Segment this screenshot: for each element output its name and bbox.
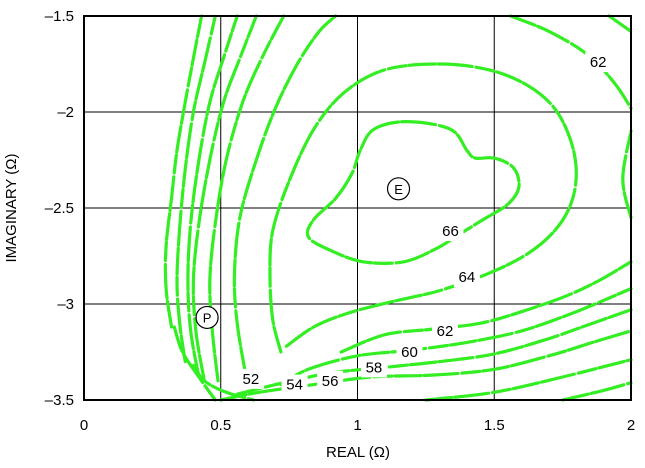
x-tick-label: 1 xyxy=(353,417,361,434)
contour-label: 56 xyxy=(322,373,339,390)
y-tick-label: –1.5 xyxy=(45,8,74,25)
contour-line xyxy=(279,287,633,387)
contour-label-mask xyxy=(585,52,612,73)
contour-label: 58 xyxy=(366,359,383,376)
y-tick-label: –2 xyxy=(57,104,74,121)
contour-label: 52 xyxy=(242,371,259,388)
contour-label-mask xyxy=(432,320,459,341)
contour-label: 62 xyxy=(437,323,454,340)
y-axis-label: IMAGINARY (Ω) xyxy=(3,153,20,262)
contour-line xyxy=(219,329,633,402)
marker-circle xyxy=(195,305,219,330)
x-tick-label: 0 xyxy=(80,417,88,434)
contour-label: 62 xyxy=(590,54,607,71)
y-tick-label: –2.5 xyxy=(45,200,74,217)
y-tick-label: –3 xyxy=(57,296,74,313)
contour-line xyxy=(339,260,633,354)
y-tick-label: –3.5 xyxy=(45,392,74,409)
y-tick-labels: –1.5 –2 –2.5 –3 –3.5 xyxy=(45,8,74,409)
contour-line xyxy=(172,325,217,402)
x-tick-label: 0.5 xyxy=(210,417,231,434)
contour-line xyxy=(191,14,258,383)
marker-circle xyxy=(386,177,411,201)
contour-line xyxy=(186,14,239,379)
contour-label-mask xyxy=(317,370,344,391)
contour-line xyxy=(163,14,204,329)
contour-label-mask xyxy=(396,342,423,362)
contour-label: 64 xyxy=(459,269,476,286)
contour-label-mask xyxy=(237,368,264,389)
contour-line xyxy=(621,129,633,220)
contour-label: 66 xyxy=(442,223,459,240)
contour-label-mask xyxy=(360,357,387,378)
x-tick-label: 1.5 xyxy=(484,417,505,434)
x-tick-labels: 0 0.5 1 1.5 2 xyxy=(80,417,635,434)
marker-label: P xyxy=(203,310,212,325)
point-markers: EP xyxy=(195,177,411,330)
plot-frame xyxy=(83,15,632,401)
marker-label: E xyxy=(394,182,403,197)
contour-label-mask xyxy=(453,267,480,288)
contour-label: 60 xyxy=(401,344,418,361)
contour-label-mask xyxy=(437,221,464,242)
contour-label-mask xyxy=(281,374,308,395)
contour-label: 54 xyxy=(286,377,303,394)
x-axis-label: REAL (Ω) xyxy=(326,444,390,461)
contour-line xyxy=(175,14,217,364)
contour-line xyxy=(268,62,578,354)
x-tick-label: 2 xyxy=(627,417,635,434)
contour-line xyxy=(561,381,633,402)
contour-labels: 66 64 62 62 60 58 56 54 52 xyxy=(237,52,612,395)
contour-line xyxy=(424,358,633,402)
contour-line xyxy=(232,14,338,375)
